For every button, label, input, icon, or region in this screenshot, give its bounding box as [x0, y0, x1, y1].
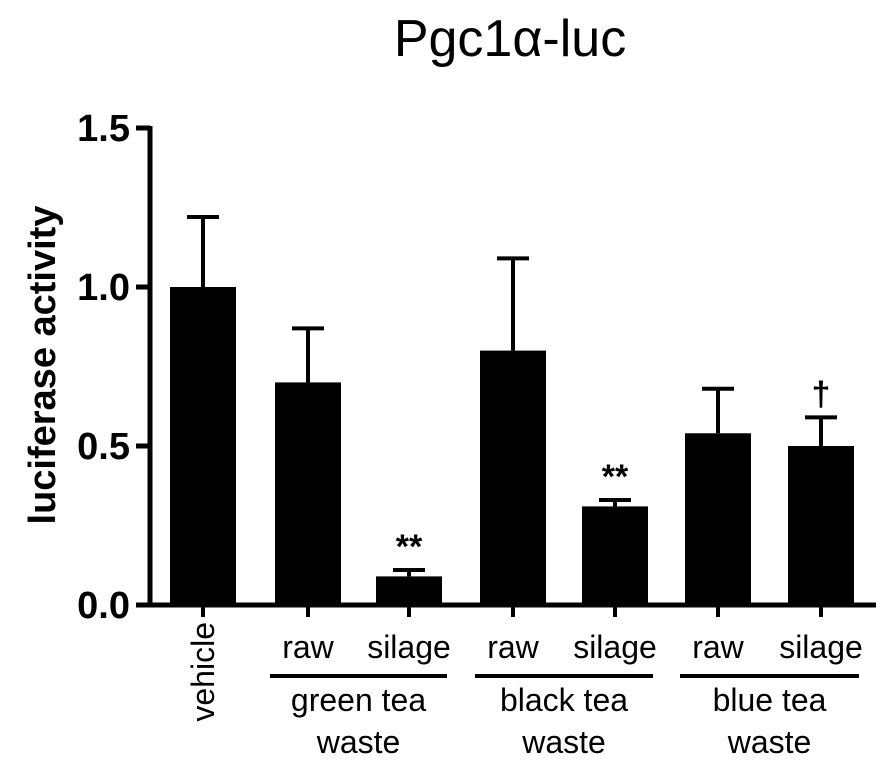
- y-tick-label-1: 0.5: [77, 426, 130, 468]
- group-label-0-line1: green tea: [291, 682, 426, 718]
- y-tick-label-2: 1.0: [77, 267, 130, 309]
- group-label-2-line1: blue tea: [713, 682, 827, 718]
- significance-2: **: [396, 528, 423, 566]
- group-label-1-line1: black tea: [500, 682, 628, 718]
- group-label-2-line2: waste: [727, 724, 812, 760]
- y-tick-label-3: 1.5: [77, 108, 130, 150]
- group-label-0-line2: waste: [316, 724, 401, 760]
- bar-4: [582, 506, 648, 605]
- significance-4: **: [602, 458, 629, 496]
- x-label-1: raw: [282, 629, 334, 665]
- bar-3: [480, 350, 546, 605]
- bar-6: [788, 446, 854, 605]
- chart-title: Pgc1α-luc: [394, 10, 626, 68]
- bar-2: [376, 576, 442, 605]
- y-tick-label-0: 0.0: [77, 585, 130, 627]
- x-label-5: raw: [692, 629, 744, 665]
- bar-0: [170, 287, 236, 605]
- y-axis-label: luciferase activity: [22, 206, 64, 525]
- group-label-1-line2: waste: [521, 724, 606, 760]
- bar-5: [685, 433, 751, 605]
- x-label-2: silage: [367, 629, 451, 665]
- significance-6: †: [812, 375, 831, 413]
- x-label-0: vehicle: [185, 622, 221, 722]
- x-label-6: silage: [779, 629, 863, 665]
- x-label-3: raw: [487, 629, 539, 665]
- bar-1: [275, 382, 341, 605]
- x-label-4: silage: [573, 629, 657, 665]
